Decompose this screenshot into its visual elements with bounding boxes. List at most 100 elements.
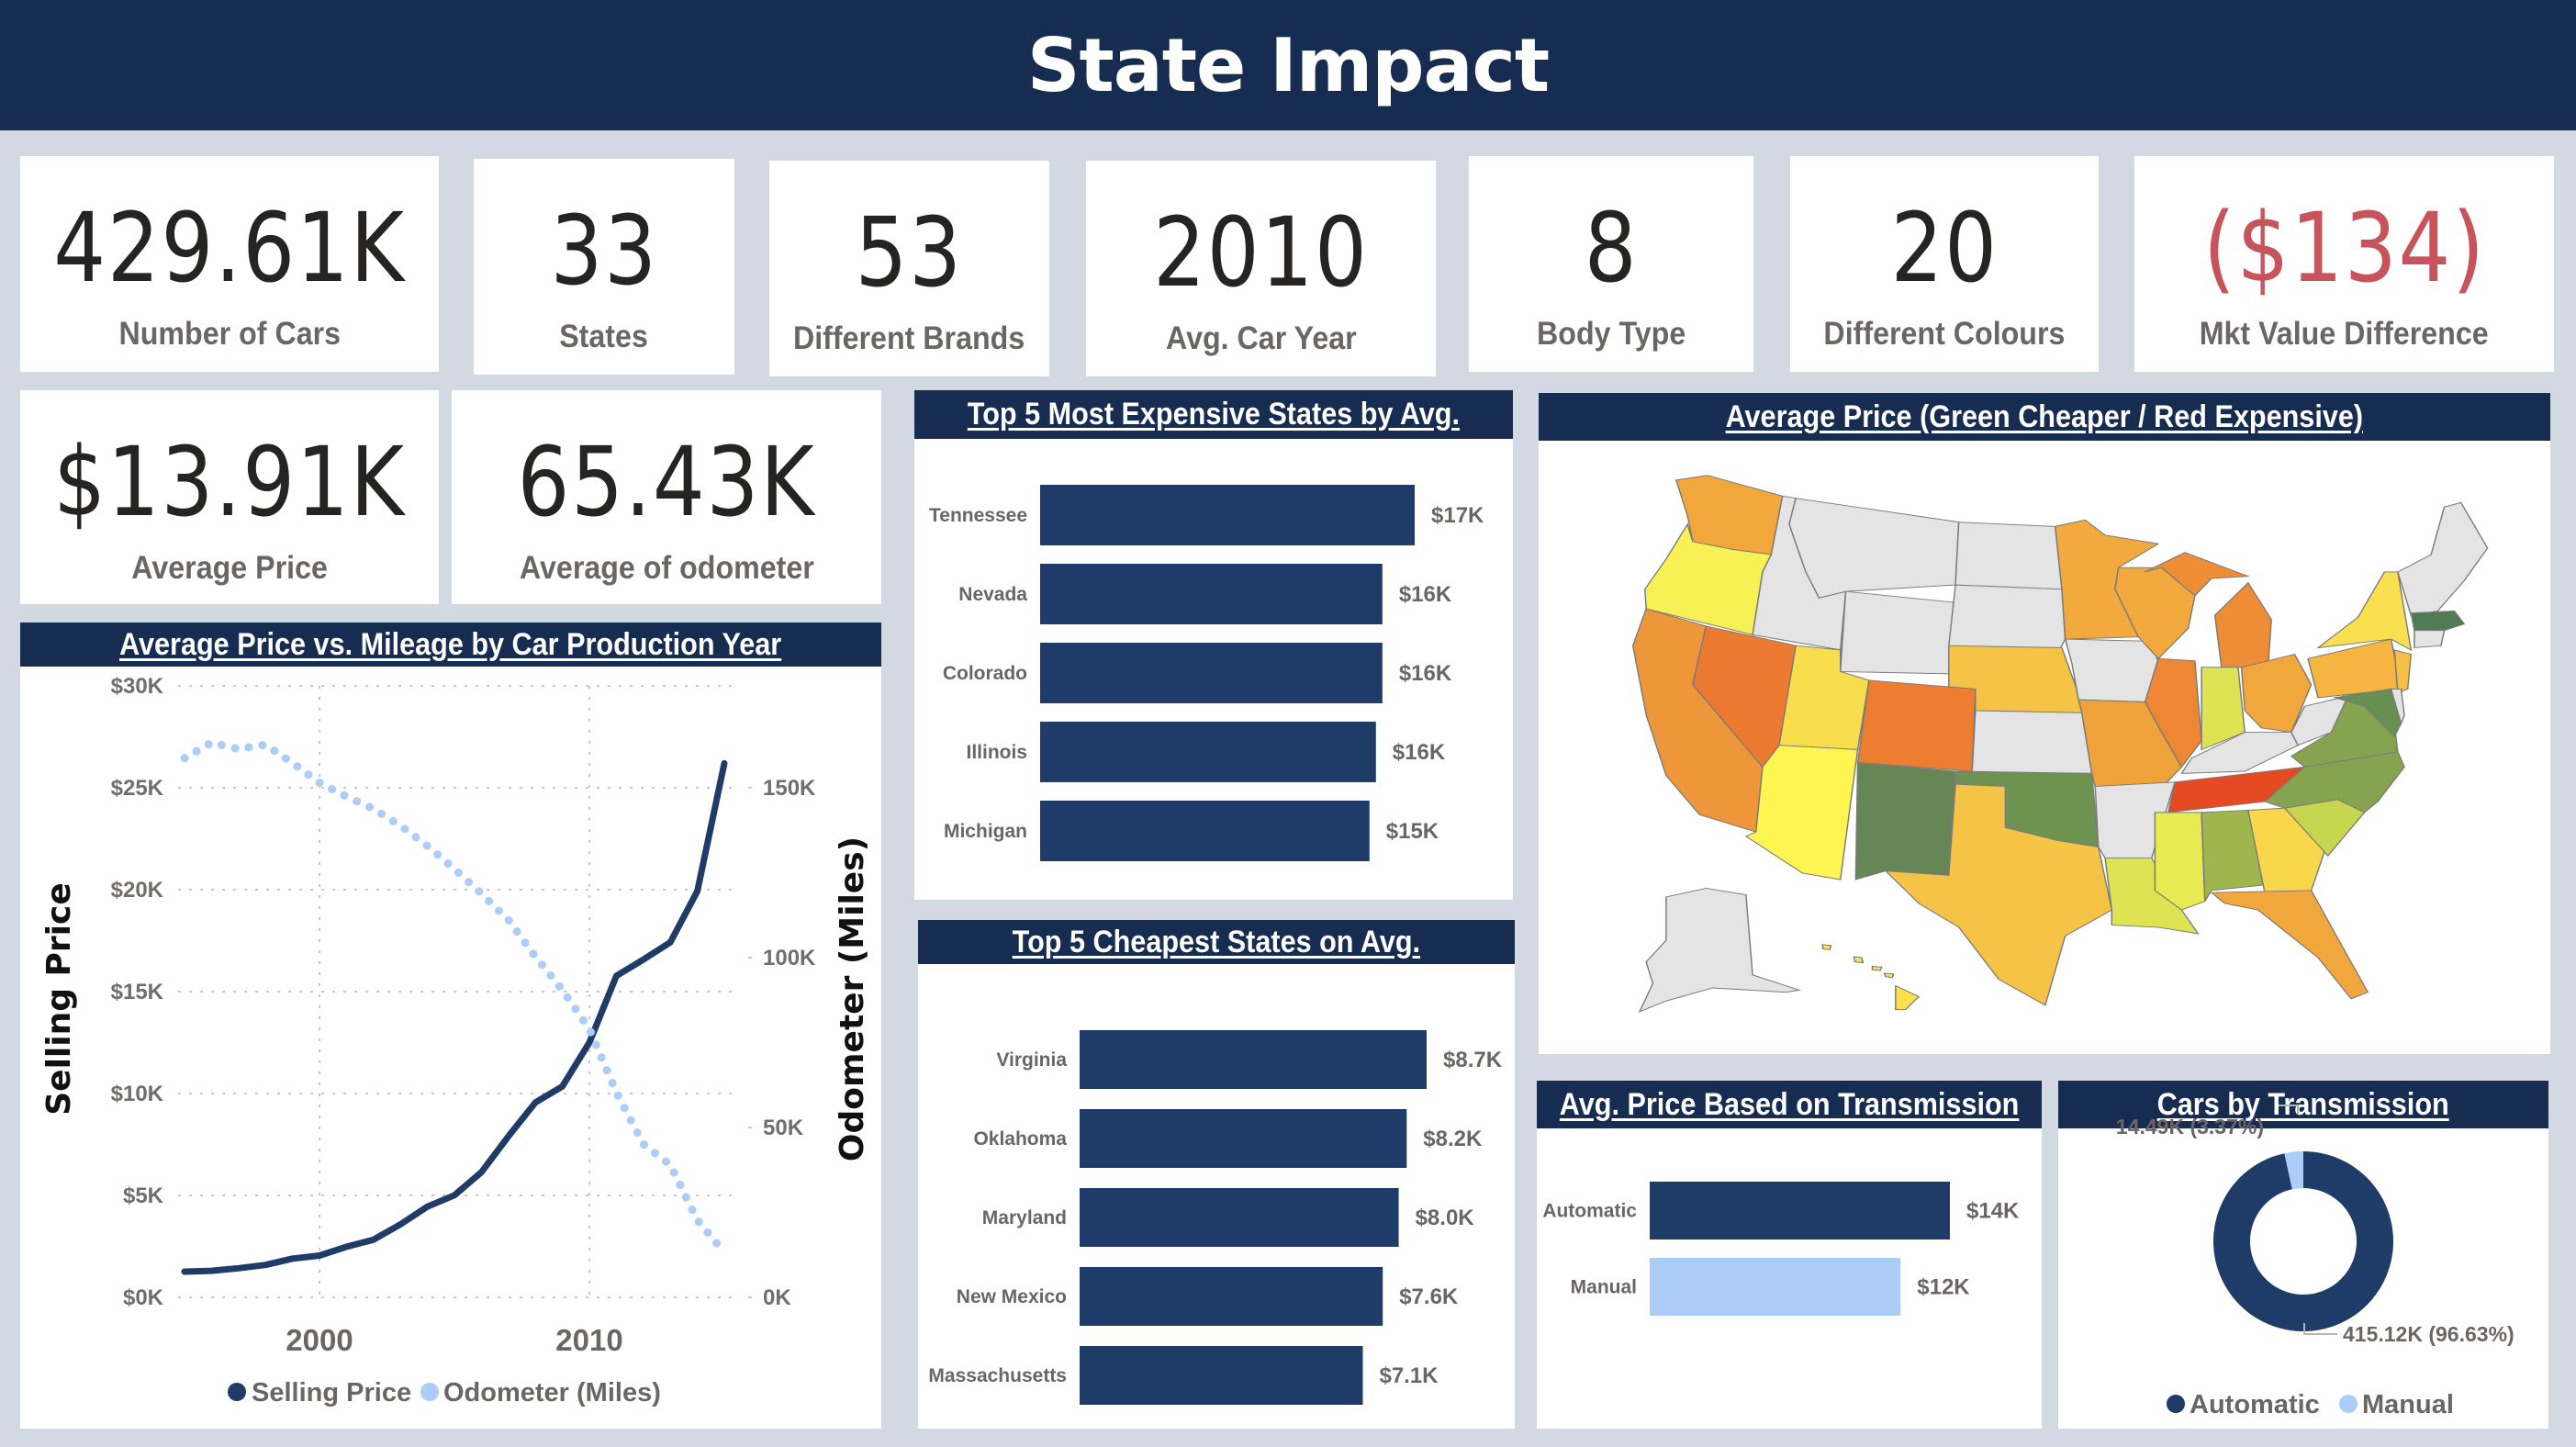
- data-point-odometer-2001[interactable]: [342, 793, 350, 801]
- kpi-card-average-price[interactable]: $13.91K Average Price: [20, 390, 439, 604]
- data-point-odometer-2004[interactable]: [424, 842, 431, 849]
- state-al[interactable]: [2201, 810, 2276, 902]
- data-point-odometer-2015[interactable]: [721, 1249, 728, 1256]
- data-point-selling-price-2010[interactable]: [586, 1039, 593, 1047]
- bar-row[interactable]: Maryland $8.0K: [982, 1188, 1475, 1247]
- bar[interactable]: [1080, 1030, 1427, 1089]
- bar-row[interactable]: Massachusetts $7.1K: [928, 1346, 1439, 1405]
- kpi-card-average-odometer[interactable]: 65.43K Average of odometer: [452, 390, 881, 604]
- state-ne-north[interactable]: [2397, 501, 2489, 616]
- state-az[interactable]: [1744, 745, 1859, 881]
- kpi-card-mkt-value-difference[interactable]: ($134) Mkt Value Difference: [2134, 156, 2554, 372]
- state-ks[interactable]: [1971, 710, 2093, 774]
- state-nj[interactable]: [2393, 649, 2413, 694]
- legend-label-automatic[interactable]: Automatic: [2190, 1390, 2320, 1419]
- state-de[interactable]: [2390, 688, 2405, 724]
- legend-label-odometer[interactable]: Odometer (Miles): [443, 1378, 661, 1408]
- bar[interactable]: [1080, 1109, 1407, 1168]
- data-point-odometer-1998[interactable]: [262, 741, 269, 748]
- data-point-selling-price-2009[interactable]: [559, 1082, 566, 1090]
- bar[interactable]: [1040, 564, 1383, 624]
- bar[interactable]: [1650, 1182, 1950, 1239]
- state-mt[interactable]: [1788, 498, 1960, 599]
- data-point-selling-price-2005[interactable]: [451, 1192, 458, 1199]
- state-hi-island[interactable]: [1821, 944, 1832, 951]
- bar-row[interactable]: Nevada $16K: [958, 564, 1452, 624]
- data-point-odometer-2002[interactable]: [370, 805, 377, 813]
- data-point-selling-price-1998[interactable]: [262, 1262, 269, 1269]
- data-point-selling-price-2001[interactable]: [342, 1243, 350, 1251]
- legend-label-manual[interactable]: Manual: [2362, 1390, 2454, 1419]
- data-point-selling-price-1996[interactable]: [207, 1267, 215, 1274]
- data-point-odometer-1995[interactable]: [181, 755, 188, 762]
- state-nd[interactable]: [1954, 522, 2063, 590]
- data-point-odometer-2006[interactable]: [477, 890, 485, 897]
- bar-row[interactable]: Tennessee $17K: [929, 485, 1484, 545]
- bar-row[interactable]: Colorado $16K: [943, 643, 1452, 703]
- state-fl[interactable]: [2210, 890, 2369, 1000]
- donut-slice-automatic[interactable]: [2213, 1151, 2393, 1331]
- state-mi[interactable]: [2213, 581, 2272, 668]
- data-point-selling-price-2012[interactable]: [640, 956, 647, 963]
- bar[interactable]: [1650, 1258, 1901, 1316]
- state-sd[interactable]: [1948, 584, 2066, 653]
- kpi-card-number-of-cars[interactable]: 429.61K Number of Cars: [20, 156, 439, 372]
- bar-row[interactable]: Michigan $15K: [944, 801, 1439, 861]
- data-point-odometer-2003[interactable]: [397, 822, 404, 829]
- state-md[interactable]: [2332, 688, 2402, 738]
- data-point-selling-price-2000[interactable]: [316, 1251, 323, 1259]
- bar[interactable]: [1040, 485, 1415, 545]
- data-point-odometer-2012[interactable]: [640, 1140, 647, 1148]
- bar-row[interactable]: Automatic $14K: [1542, 1182, 2020, 1239]
- kpi-card-different-colours[interactable]: 20 Different Colours: [1790, 156, 2099, 372]
- state-co[interactable]: [1856, 679, 1977, 772]
- bar[interactable]: [1040, 722, 1376, 782]
- data-point-odometer-2013[interactable]: [666, 1161, 674, 1169]
- bar-row[interactable]: Illinois $16K: [966, 722, 1446, 782]
- data-point-selling-price-2014[interactable]: [694, 888, 701, 895]
- transmission-donut-chart[interactable]: 14.49K (3.37%) 415.12K (96.63%) Automati…: [2058, 1081, 2548, 1429]
- kpi-card-body-type[interactable]: 8 Body Type: [1469, 156, 1753, 372]
- series-line-selling-price[interactable]: [181, 759, 728, 1275]
- data-point-odometer-2005[interactable]: [451, 865, 458, 872]
- data-point-odometer-2014[interactable]: [694, 1217, 701, 1224]
- data-point-selling-price-1995[interactable]: [181, 1268, 188, 1275]
- state-ga[interactable]: [2247, 807, 2325, 893]
- kpi-card-different-brands[interactable]: 53 Different Brands: [769, 161, 1049, 376]
- data-point-odometer-2010[interactable]: [586, 1026, 593, 1033]
- data-point-selling-price-2015[interactable]: [721, 759, 728, 767]
- state-hi-island[interactable]: [1883, 972, 1895, 979]
- data-point-selling-price-2003[interactable]: [397, 1221, 404, 1228]
- bar-row[interactable]: Oklahoma $8.2K: [973, 1109, 1483, 1168]
- state-ct-ri[interactable]: [2414, 630, 2446, 649]
- data-point-odometer-2008[interactable]: [532, 953, 539, 960]
- data-point-selling-price-2002[interactable]: [370, 1236, 377, 1243]
- data-point-selling-price-2004[interactable]: [424, 1203, 431, 1210]
- state-nm[interactable]: [1854, 762, 1956, 881]
- data-point-selling-price-1997[interactable]: [235, 1264, 242, 1272]
- data-point-selling-price-1999[interactable]: [289, 1255, 297, 1262]
- bar-row[interactable]: Manual $12K: [1571, 1258, 1971, 1316]
- kpi-card-states[interactable]: 33 States: [474, 159, 734, 375]
- state-ak[interactable]: [1638, 887, 1801, 1014]
- state-ny[interactable]: [2316, 571, 2413, 651]
- state-hi[interactable]: [1895, 984, 1921, 1011]
- line-chart[interactable]: $0K $5K $10K $15K $20K $25K $30K 0K 50K 100K 150K 2…: [20, 623, 881, 1429]
- data-point-odometer-2009[interactable]: [559, 986, 566, 993]
- series-line-odometer[interactable]: [180, 738, 729, 1257]
- state-hi-island[interactable]: [1853, 956, 1865, 964]
- data-point-odometer-1999[interactable]: [289, 759, 297, 767]
- data-point-odometer-1997[interactable]: [235, 746, 242, 753]
- data-point-odometer-2007[interactable]: [505, 916, 512, 924]
- state-tx[interactable]: [1884, 783, 2113, 1006]
- state-mi-up[interactable]: [2145, 552, 2251, 597]
- data-point-odometer-2011[interactable]: [612, 1089, 620, 1096]
- state-pa[interactable]: [2307, 638, 2402, 699]
- data-point-selling-price-2006[interactable]: [477, 1169, 485, 1176]
- data-point-selling-price-2013[interactable]: [666, 938, 674, 946]
- bar[interactable]: [1040, 801, 1370, 861]
- data-point-odometer-2000[interactable]: [316, 779, 323, 786]
- legend-label-selling-price[interactable]: Selling Price: [252, 1378, 411, 1408]
- data-point-selling-price-2007[interactable]: [505, 1133, 512, 1140]
- state-ia[interactable]: [2064, 638, 2163, 703]
